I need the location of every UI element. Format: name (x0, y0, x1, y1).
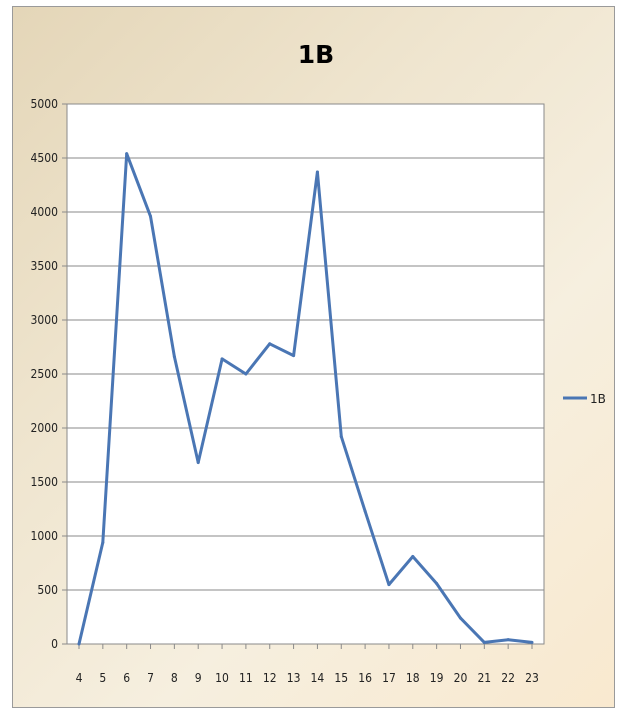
y-tick-label: 2500 (31, 367, 59, 381)
y-tick-label: 0 (51, 637, 58, 651)
x-tick-label: 14 (311, 671, 325, 685)
x-tick-label: 8 (171, 671, 178, 685)
x-tick-label: 20 (454, 671, 468, 685)
chart-frame: 1B 0 500 1000 1500 2000 2500 3000 3500 4000 4500 5… (12, 6, 615, 708)
data-point (506, 638, 510, 642)
y-tick-label: 500 (37, 583, 58, 597)
data-point (411, 555, 415, 559)
data-point (315, 170, 319, 174)
x-tick-label: 12 (263, 671, 277, 685)
legend-label-1b: 1B (590, 392, 606, 406)
x-tick-label: 15 (334, 671, 348, 685)
x-tick-label: 13 (287, 671, 301, 685)
data-point (244, 372, 248, 376)
x-tick-label: 11 (239, 671, 253, 685)
line-chart: 1B 0 500 1000 1500 2000 2500 3000 3500 4000 4500 5… (31, 40, 606, 685)
data-point (363, 509, 367, 513)
data-point (125, 152, 129, 156)
x-tick-label: 18 (406, 671, 420, 685)
x-axis-tick-labels: 4 5 6 7 8 9 10 11 12 13 14 15 16 17 18 19 20 21 22 23 (76, 644, 539, 685)
y-tick-label: 1500 (31, 475, 59, 489)
y-axis-tick-labels: 0 500 1000 1500 2000 2500 3000 3500 4000 4500 5000 (31, 97, 59, 651)
x-tick-label: 7 (147, 671, 154, 685)
y-tick-label: 4500 (31, 151, 59, 165)
data-point (482, 640, 486, 644)
data-point (149, 214, 153, 218)
data-point (268, 342, 272, 346)
x-tick-label: 21 (477, 671, 491, 685)
data-point (172, 355, 176, 359)
gridlines (62, 103, 544, 645)
x-tick-label: 19 (430, 671, 444, 685)
data-point (292, 354, 296, 358)
x-tick-label: 9 (195, 671, 202, 685)
series-layer (77, 152, 534, 646)
y-tick-label: 2000 (31, 421, 59, 435)
data-point (77, 642, 81, 646)
y-tick-label: 3000 (31, 313, 59, 327)
y-tick-label: 5000 (31, 97, 59, 111)
x-tick-label: 4 (76, 671, 83, 685)
x-tick-label: 22 (501, 671, 515, 685)
x-tick-label: 6 (123, 671, 130, 685)
x-tick-label: 5 (99, 671, 106, 685)
legend: 1B (563, 392, 606, 406)
data-point (220, 357, 224, 361)
data-point (458, 616, 462, 620)
data-point (339, 435, 343, 439)
y-tick-label: 1000 (31, 529, 59, 543)
y-tick-label: 4000 (31, 205, 59, 219)
data-point (101, 540, 105, 544)
data-point (530, 640, 534, 644)
y-tick-label: 3500 (31, 259, 59, 273)
data-point (196, 461, 200, 465)
x-tick-label: 23 (525, 671, 539, 685)
series-line-1b (77, 152, 533, 645)
chart-title: 1B (298, 40, 334, 69)
x-tick-label: 10 (215, 671, 229, 685)
x-tick-label: 16 (358, 671, 372, 685)
data-point (387, 583, 391, 587)
data-point (435, 582, 439, 586)
x-tick-label: 17 (382, 671, 396, 685)
